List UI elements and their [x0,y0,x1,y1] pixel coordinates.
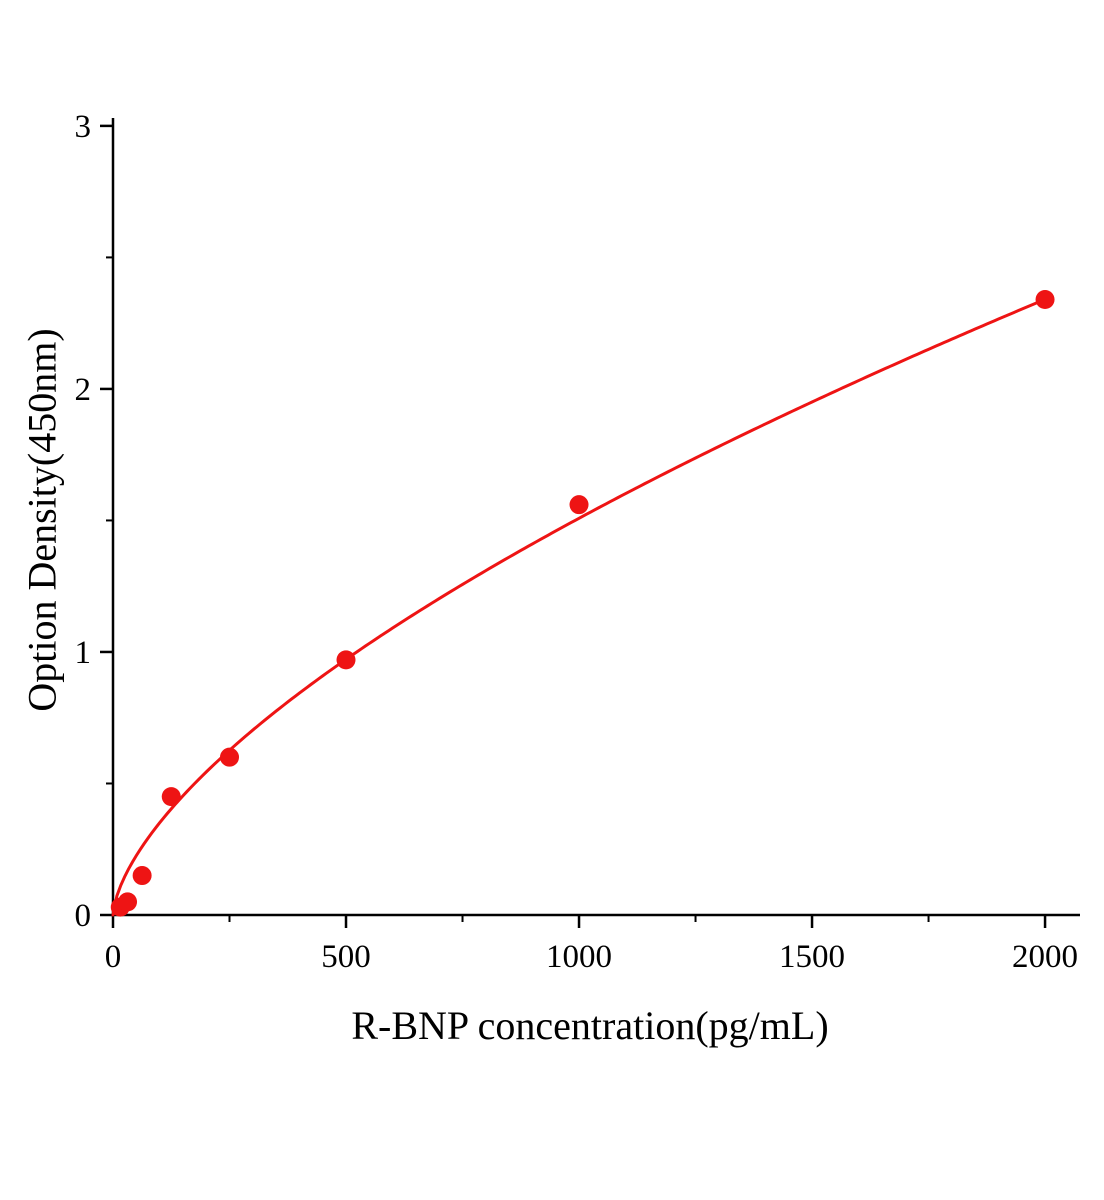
x-tick-label: 500 [321,939,371,975]
data-point [161,787,181,807]
y-axis-title: Option Density(450nm) [19,328,65,712]
data-point [336,650,356,670]
data-point [118,892,138,912]
data-point [1035,289,1055,309]
axis-spines [111,118,1080,917]
data-point [220,747,240,767]
y-tick-label: 0 [75,898,92,934]
y-tick-label: 3 [75,109,92,145]
x-tick-label: 0 [105,939,122,975]
x-tick-label: 1000 [546,939,612,975]
y-tick-label: 2 [75,372,92,408]
fit-curve [111,297,1047,917]
y-tick-label: 1 [75,635,92,671]
x-axis-title: R-BNP concentration(pg/mL) [351,1003,829,1048]
data-point [569,495,589,515]
data-point [132,866,152,886]
x-tick-label: 2000 [1012,939,1078,975]
x-tick-label: 1500 [779,939,845,975]
